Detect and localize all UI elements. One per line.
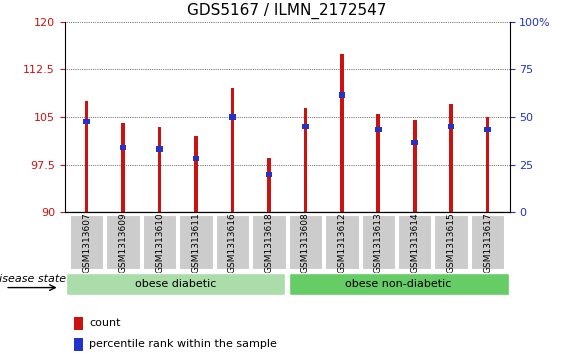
Text: obese non-diabetic: obese non-diabetic <box>345 279 452 289</box>
Text: GSM1313612: GSM1313612 <box>337 212 346 273</box>
Bar <box>267 158 271 212</box>
Bar <box>157 146 163 151</box>
Text: GSM1313611: GSM1313611 <box>191 212 200 273</box>
Bar <box>158 127 162 212</box>
Bar <box>229 114 236 120</box>
Text: count: count <box>89 318 120 328</box>
Bar <box>413 120 417 212</box>
Bar <box>120 145 126 150</box>
Text: GSM1313614: GSM1313614 <box>410 212 419 273</box>
Bar <box>85 101 88 212</box>
FancyBboxPatch shape <box>361 215 395 269</box>
Bar <box>486 117 489 212</box>
Bar <box>74 317 83 330</box>
FancyBboxPatch shape <box>106 215 140 269</box>
FancyBboxPatch shape <box>289 273 508 295</box>
FancyBboxPatch shape <box>398 215 431 269</box>
Bar <box>340 54 343 212</box>
Text: disease state: disease state <box>0 274 66 284</box>
Bar <box>303 107 307 212</box>
Bar <box>74 338 83 351</box>
Bar <box>449 105 453 212</box>
Bar <box>266 172 272 177</box>
Text: GSM1313615: GSM1313615 <box>446 212 455 273</box>
FancyBboxPatch shape <box>471 215 504 269</box>
Bar <box>194 136 198 212</box>
FancyBboxPatch shape <box>70 215 104 269</box>
Title: GDS5167 / ILMN_2172547: GDS5167 / ILMN_2172547 <box>187 3 387 19</box>
FancyBboxPatch shape <box>289 215 322 269</box>
Bar <box>121 123 125 212</box>
Bar <box>448 124 454 129</box>
Text: GSM1313617: GSM1313617 <box>483 212 492 273</box>
Bar <box>375 127 382 132</box>
Bar <box>193 156 199 161</box>
FancyBboxPatch shape <box>435 215 468 269</box>
Text: GSM1313613: GSM1313613 <box>374 212 383 273</box>
FancyBboxPatch shape <box>179 215 213 269</box>
Text: GSM1313616: GSM1313616 <box>228 212 237 273</box>
Bar <box>83 119 90 124</box>
Text: obese diabetic: obese diabetic <box>135 279 217 289</box>
Bar <box>484 127 491 132</box>
Text: GSM1313608: GSM1313608 <box>301 212 310 273</box>
FancyBboxPatch shape <box>216 215 249 269</box>
FancyBboxPatch shape <box>252 215 285 269</box>
FancyBboxPatch shape <box>66 273 285 295</box>
Text: percentile rank within the sample: percentile rank within the sample <box>89 339 277 349</box>
Text: GSM1313609: GSM1313609 <box>119 212 128 273</box>
Text: GSM1313607: GSM1313607 <box>82 212 91 273</box>
Bar <box>377 114 380 212</box>
FancyBboxPatch shape <box>325 215 359 269</box>
Bar <box>302 124 309 129</box>
Text: GSM1313610: GSM1313610 <box>155 212 164 273</box>
Bar <box>338 92 345 98</box>
Bar <box>412 140 418 145</box>
FancyBboxPatch shape <box>143 215 176 269</box>
Text: GSM1313618: GSM1313618 <box>265 212 274 273</box>
Bar <box>231 89 234 212</box>
